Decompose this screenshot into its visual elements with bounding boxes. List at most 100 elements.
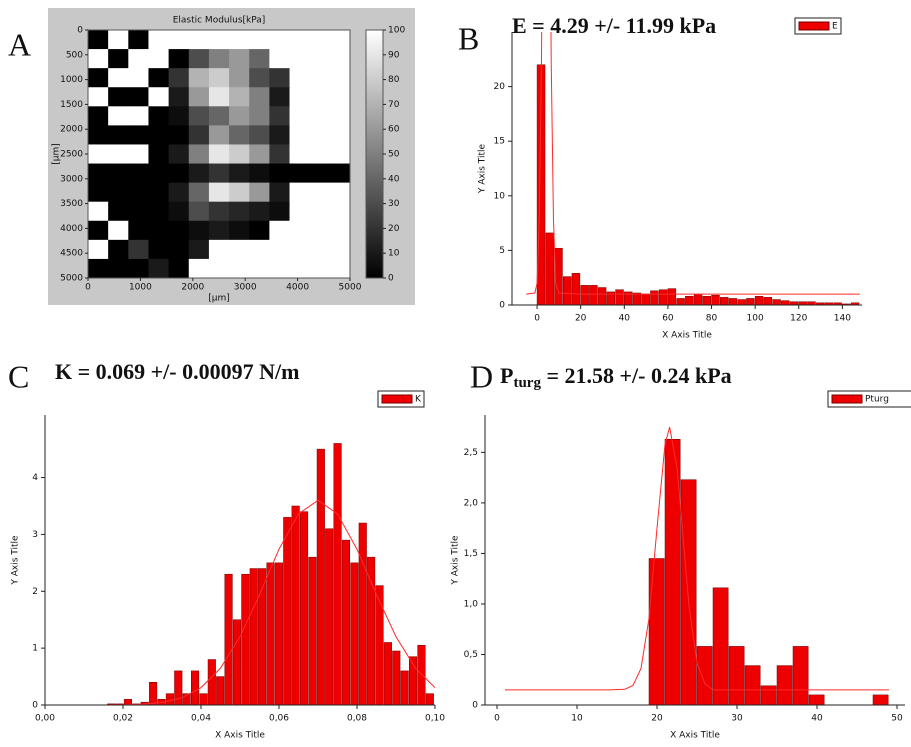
heatmap-cell bbox=[289, 30, 311, 50]
heatmap-cell bbox=[289, 163, 311, 184]
x-tick-label: 3000 bbox=[234, 283, 257, 293]
bar bbox=[589, 285, 598, 305]
heatmap-cell bbox=[108, 87, 129, 107]
bar bbox=[824, 302, 834, 305]
y-tick-label: 10 bbox=[494, 191, 506, 201]
heatmap-cell bbox=[329, 258, 351, 279]
bar bbox=[341, 539, 351, 705]
legend-swatch bbox=[798, 21, 830, 31]
heatmap-cell bbox=[108, 201, 129, 222]
heatmap-cell bbox=[229, 182, 250, 203]
y-tick-label: 4000 bbox=[60, 224, 83, 234]
y-tick-label: 2,5 bbox=[464, 448, 478, 458]
x-tick-label: 0,04 bbox=[191, 714, 211, 724]
bar bbox=[712, 587, 729, 705]
x-tick-label: 0,02 bbox=[113, 714, 133, 724]
y-tick-label: 3000 bbox=[60, 174, 83, 184]
y-tick-label: 5000 bbox=[60, 274, 83, 284]
heatmap-cell bbox=[289, 220, 311, 241]
heatmap-cell bbox=[188, 239, 210, 260]
heatmap-cell bbox=[128, 220, 149, 241]
heatmap-cell bbox=[309, 68, 331, 88]
x-axis-label: X Axis Title bbox=[670, 731, 720, 741]
bar bbox=[266, 562, 275, 705]
colorbar-tick-label: 50 bbox=[388, 150, 400, 160]
x-tick-label: 30 bbox=[731, 714, 743, 724]
heatmap-cell bbox=[249, 125, 270, 145]
heatmap-cell bbox=[229, 201, 250, 222]
heatmap-cell bbox=[249, 201, 270, 222]
heatmap-cell bbox=[128, 68, 149, 88]
bar bbox=[425, 693, 434, 705]
heatmap-cell bbox=[309, 163, 331, 184]
heatmap-cell bbox=[309, 87, 331, 107]
x-tick-label: 60 bbox=[662, 314, 674, 324]
bar bbox=[174, 670, 183, 705]
bar bbox=[615, 289, 624, 305]
heatmap-cell bbox=[329, 163, 351, 184]
x-tick-label: 0,00 bbox=[35, 714, 55, 724]
bar bbox=[667, 288, 677, 305]
bar bbox=[241, 573, 250, 705]
colorbar-tick-label: 80 bbox=[388, 75, 400, 85]
bar bbox=[702, 296, 711, 305]
heatmap-cell bbox=[249, 87, 270, 107]
heatmap-cell bbox=[229, 106, 250, 126]
x-tick-label: 0,06 bbox=[269, 714, 289, 724]
heatmap-cell bbox=[309, 125, 331, 145]
panel-letter: A bbox=[8, 26, 31, 62]
heatmap-cell bbox=[289, 125, 311, 145]
heatmap-cell bbox=[148, 258, 170, 279]
heatmap-cell bbox=[289, 106, 311, 126]
y-tick-label: 0 bbox=[32, 701, 38, 711]
heatmap-cell bbox=[309, 220, 331, 241]
heatmap-cell bbox=[289, 182, 311, 203]
colorbar-tick-label: 90 bbox=[388, 50, 400, 60]
y-tick-label: 1,0 bbox=[464, 599, 479, 609]
title-rest: = 21.58 +/- 0.24 kPa bbox=[541, 363, 732, 388]
y-tick-label: 500 bbox=[66, 50, 83, 60]
heatmap-cell bbox=[229, 87, 250, 107]
y-tick-label: 3 bbox=[32, 530, 38, 540]
heatmap-cell bbox=[269, 30, 290, 50]
x-axis-label: X Axis Title bbox=[215, 731, 265, 741]
bar bbox=[658, 289, 668, 305]
heatmap-cell bbox=[148, 125, 170, 145]
y-tick-label: 0 bbox=[472, 701, 478, 711]
heatmap-cell bbox=[309, 106, 331, 126]
heatmap-cell bbox=[329, 201, 351, 222]
heatmap-cell bbox=[148, 49, 170, 69]
bar bbox=[772, 299, 781, 305]
x-tick-label: 2000 bbox=[181, 283, 204, 293]
heatmap-cell bbox=[108, 30, 129, 50]
bar bbox=[597, 287, 607, 305]
y-tick-label: 0 bbox=[77, 26, 83, 36]
y-axis-label: Y Axis Title bbox=[11, 535, 21, 586]
x-tick-label: 20 bbox=[575, 314, 587, 324]
heatmap-cell bbox=[108, 125, 129, 145]
bar bbox=[728, 646, 745, 705]
heatmap-cell bbox=[168, 30, 190, 50]
bar bbox=[696, 646, 713, 705]
heatmap-cell bbox=[208, 68, 230, 88]
heatmap-cell bbox=[249, 106, 270, 126]
bar bbox=[737, 299, 746, 305]
x-tick-label: 10 bbox=[571, 714, 583, 724]
heatmap-cell bbox=[88, 220, 109, 241]
heatmap-cell bbox=[108, 182, 129, 203]
y-tick-label: 3500 bbox=[60, 199, 83, 209]
bar bbox=[808, 694, 825, 705]
bar bbox=[711, 294, 720, 305]
heatmap-cell bbox=[269, 239, 290, 260]
panel-letter: B bbox=[458, 20, 479, 56]
heatmap-cell bbox=[88, 182, 109, 203]
heatmap-cell bbox=[229, 163, 250, 184]
bar bbox=[872, 694, 889, 705]
bar bbox=[641, 293, 650, 305]
heatmap-cell bbox=[188, 163, 210, 184]
heatmap-cell bbox=[309, 201, 331, 222]
heatmap-cell bbox=[329, 125, 351, 145]
heatmap-cell bbox=[208, 239, 230, 260]
heatmap-cell bbox=[289, 258, 311, 279]
heatmap-cell bbox=[128, 49, 149, 69]
